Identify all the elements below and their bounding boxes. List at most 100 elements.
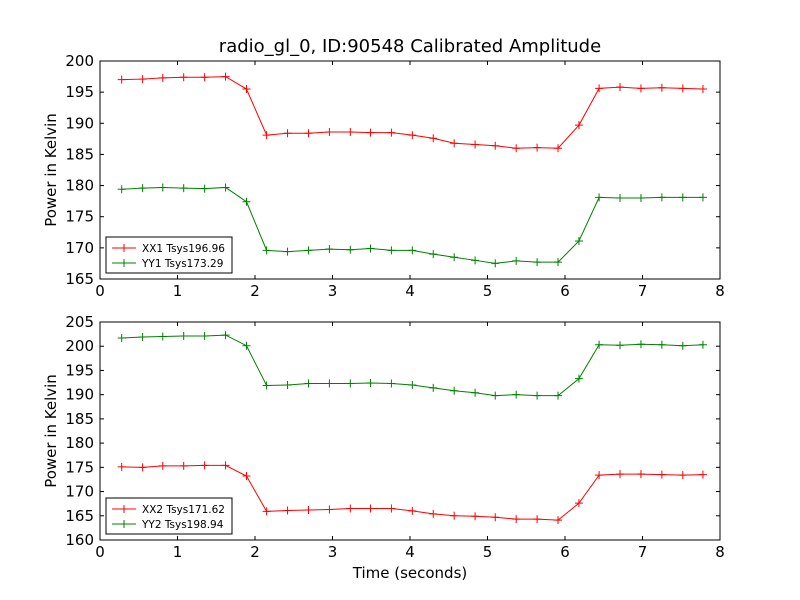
y-tick-label: 185 <box>65 145 94 163</box>
data-point-marker <box>325 128 334 137</box>
data-point-marker <box>262 246 271 255</box>
data-point-marker <box>678 193 687 202</box>
data-point-marker <box>408 246 417 255</box>
data-point-marker <box>554 391 563 400</box>
legend-swatch-marker <box>120 259 128 267</box>
data-point-marker <box>221 461 230 470</box>
data-point-marker <box>574 237 583 246</box>
data-point-marker <box>200 461 209 470</box>
data-point-marker <box>346 379 355 388</box>
data-point-marker <box>616 470 625 479</box>
data-point-marker <box>595 471 604 480</box>
y-axis-label: Power in Kelvin <box>42 113 60 227</box>
data-point-marker <box>304 505 313 514</box>
x-tick-label: 8 <box>715 282 725 300</box>
y-tick-label: 180 <box>65 177 94 195</box>
data-point-marker <box>512 390 521 399</box>
series-2-1 <box>117 461 707 525</box>
data-point-marker <box>616 194 625 203</box>
data-point-marker <box>533 515 542 524</box>
data-point-marker <box>387 379 396 388</box>
data-point-marker <box>657 193 666 202</box>
y-tick-label: 170 <box>65 483 94 501</box>
data-point-marker <box>366 504 375 513</box>
data-point-marker <box>408 506 417 515</box>
legend-swatch-marker <box>120 505 128 513</box>
data-point-marker <box>346 128 355 137</box>
data-point-marker <box>179 184 188 193</box>
data-point-marker <box>471 388 480 397</box>
x-tick-label: 4 <box>405 543 415 561</box>
x-tick-label: 6 <box>560 543 570 561</box>
data-point-marker <box>429 134 438 143</box>
subplot-2: 0 1 2 3 4 5 6 7 8 160 165 170 175 180 185 190 195 200 205 P… <box>42 313 725 561</box>
chart-title: radio_gl_0, ID:90548 Calibrated Amplitud… <box>219 36 601 57</box>
data-point-marker <box>158 461 167 470</box>
legend-label: XX2 Tsys171.62 <box>142 504 225 516</box>
data-point-marker <box>262 381 271 390</box>
y-tick-label: 200 <box>65 52 94 70</box>
data-point-marker <box>678 471 687 480</box>
data-point-marker <box>179 73 188 82</box>
data-point-marker <box>283 129 292 138</box>
data-point-marker <box>179 461 188 470</box>
data-point-marker <box>698 85 707 94</box>
data-point-marker <box>678 341 687 350</box>
data-point-marker <box>242 197 251 206</box>
x-axis-label: Time (seconds) <box>352 564 468 582</box>
series-1-2 <box>117 183 707 268</box>
y-tick-label: 180 <box>65 434 94 452</box>
data-point-marker <box>304 129 313 138</box>
data-point-marker <box>595 84 604 93</box>
data-point-marker <box>408 131 417 140</box>
data-point-marker <box>283 380 292 389</box>
data-point-marker <box>117 333 126 342</box>
data-point-marker <box>471 256 480 265</box>
data-point-marker <box>117 462 126 471</box>
data-point-marker <box>471 512 480 521</box>
data-point-marker <box>554 516 563 525</box>
data-point-marker <box>450 386 459 395</box>
x-tick-label: 5 <box>483 543 493 561</box>
data-point-marker <box>325 245 334 254</box>
data-point-marker <box>242 341 251 350</box>
x-tick-label: 3 <box>328 282 338 300</box>
data-point-marker <box>325 379 334 388</box>
data-point-marker <box>429 250 438 259</box>
y-tick-label: 190 <box>65 386 94 404</box>
data-point-marker <box>636 470 645 479</box>
y-tick-label: 175 <box>65 208 94 226</box>
data-point-marker <box>200 332 209 341</box>
data-point-marker <box>657 340 666 349</box>
x-tick-label: 6 <box>560 282 570 300</box>
data-point-marker <box>283 506 292 515</box>
data-point-marker <box>117 185 126 194</box>
data-point-marker <box>158 73 167 82</box>
data-point-marker <box>262 507 271 516</box>
data-point-marker <box>242 472 251 481</box>
data-point-marker <box>533 391 542 400</box>
y-tick-label: 190 <box>65 114 94 132</box>
legend-swatch-marker <box>120 520 128 528</box>
data-point-marker <box>221 331 230 340</box>
data-point-marker <box>283 247 292 256</box>
data-point-marker <box>429 383 438 392</box>
data-point-marker <box>533 258 542 267</box>
data-point-marker <box>491 391 500 400</box>
data-point-marker <box>138 333 147 342</box>
data-point-marker <box>366 128 375 137</box>
data-point-marker <box>595 193 604 202</box>
y-axis-label: Power in Kelvin <box>42 374 60 488</box>
legend-label: YY2 Tsys198.94 <box>141 519 224 531</box>
y-tick-label: 195 <box>65 83 94 101</box>
x-tick-label: 2 <box>250 543 260 561</box>
x-tick-label: 1 <box>173 282 183 300</box>
data-point-marker <box>179 332 188 341</box>
data-point-marker <box>138 75 147 84</box>
y-tick-label: 205 <box>65 313 94 331</box>
x-tick-label: 0 <box>95 543 105 561</box>
data-point-marker <box>698 340 707 349</box>
data-point-marker <box>512 515 521 524</box>
